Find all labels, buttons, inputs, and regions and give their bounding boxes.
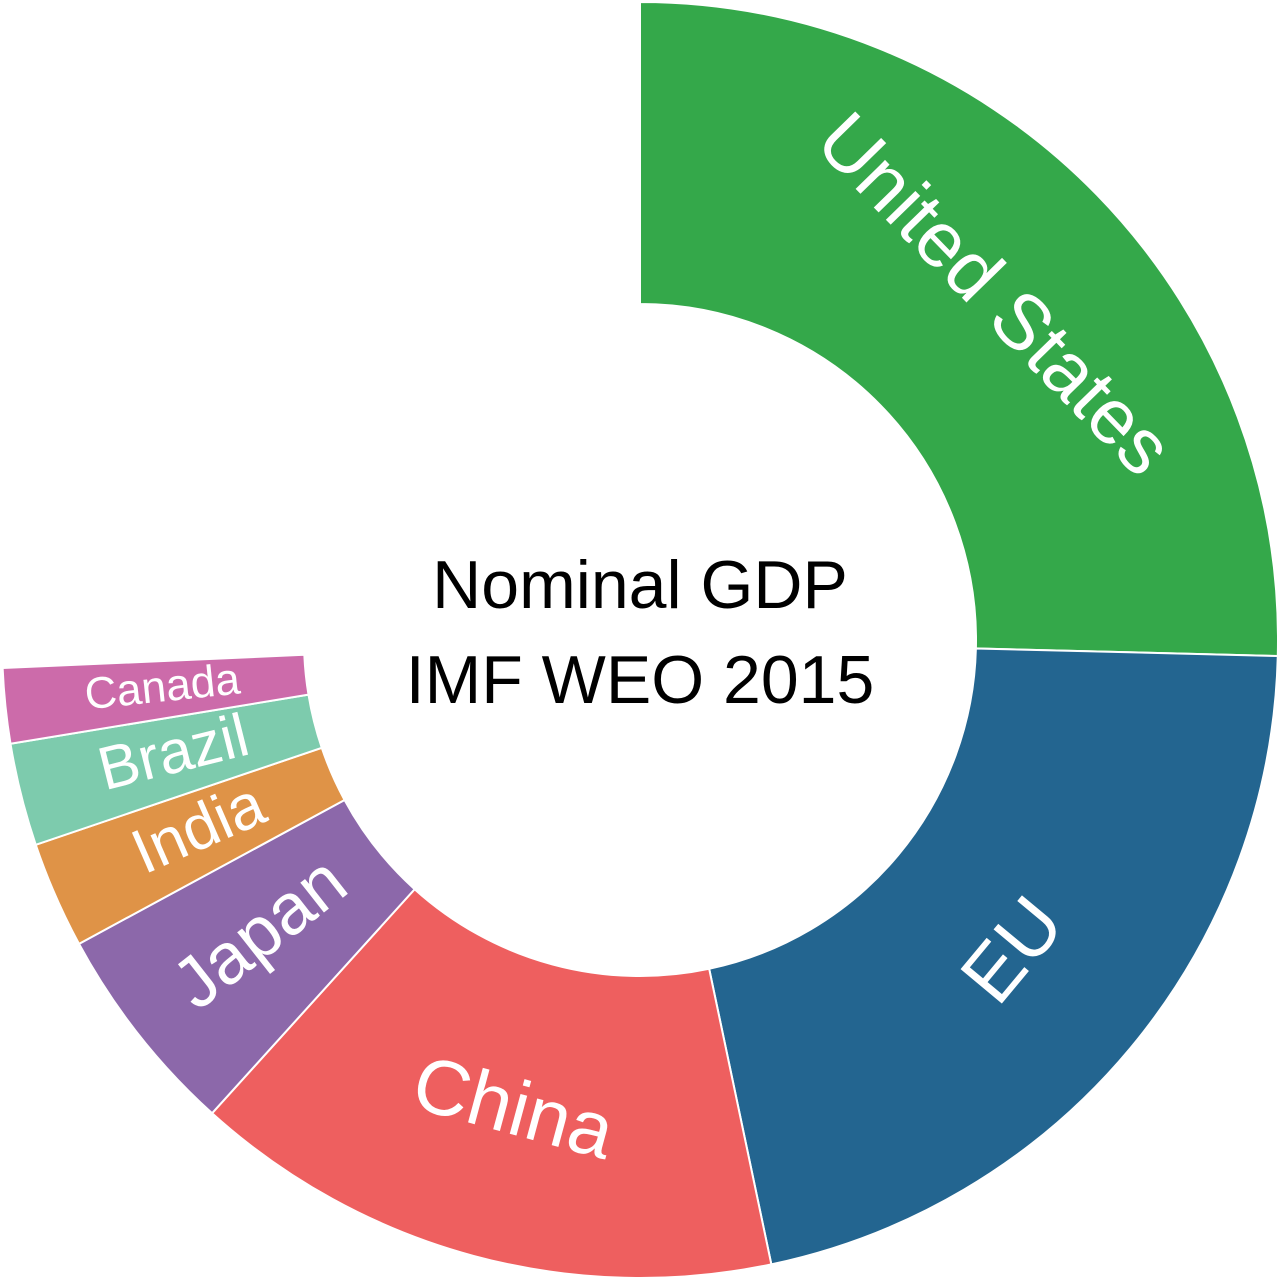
- donut-slice: [707, 647, 1279, 1266]
- donut-slice: [639, 0, 1279, 658]
- chart-subtitle: IMF WEO 2015: [406, 642, 875, 718]
- donut-slice: [210, 887, 773, 1279]
- donut-slice: [1, 653, 310, 745]
- chart-title: Nominal GDP: [432, 547, 848, 623]
